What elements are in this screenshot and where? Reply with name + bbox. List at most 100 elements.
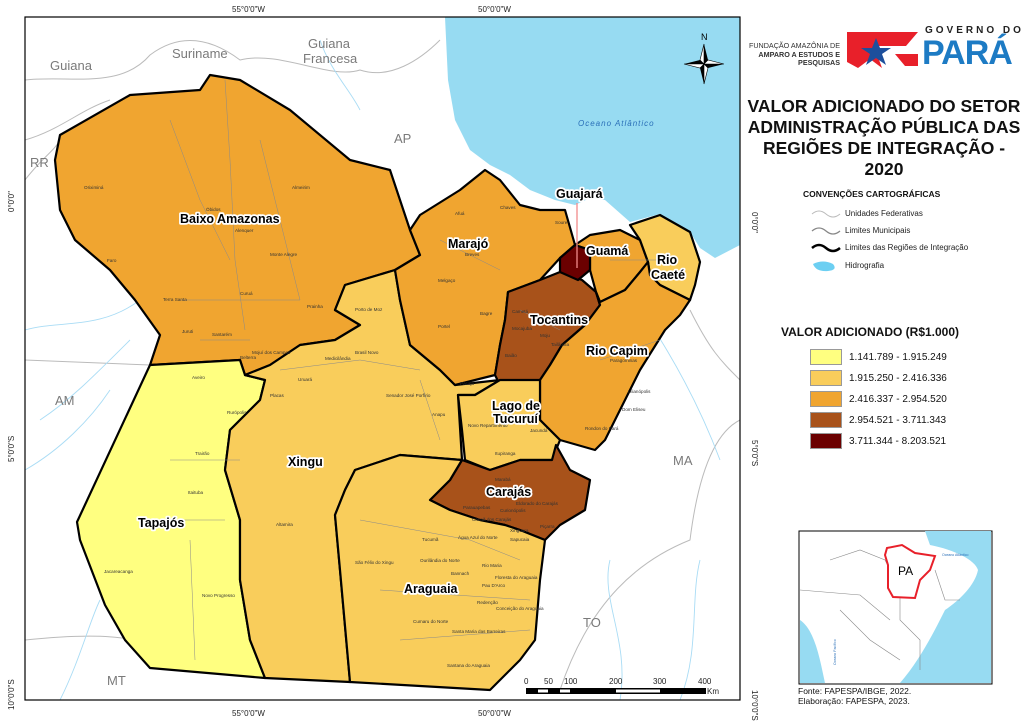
north-arrow-icon: N bbox=[683, 32, 725, 85]
legend-label: 2.954.521 - 3.711.343 bbox=[849, 414, 947, 426]
region-label-rio-caete-1: Rio bbox=[657, 253, 678, 267]
governo-do-label: GOVERNO DO bbox=[925, 25, 1024, 36]
region-label-baixo-amazonas: Baixo Amazonas bbox=[180, 212, 280, 226]
label-guiana-francesa-1: Guiana bbox=[308, 36, 351, 51]
municipality-label: Tailândia bbox=[551, 342, 570, 347]
label-mt: MT bbox=[107, 673, 126, 688]
municipality-label: Soure bbox=[555, 220, 568, 225]
hydrography-symbol bbox=[813, 261, 835, 272]
municipality-label: Terra Santa bbox=[163, 297, 187, 302]
municipality-label: Breves bbox=[465, 252, 480, 257]
municipality-label: Brasil Novo bbox=[355, 350, 379, 355]
municipality-label: Ulianópolis bbox=[628, 389, 651, 394]
fapespa-line-1: FUNDAÇÃO AMAZÔNIA DE bbox=[748, 41, 840, 50]
municipality-label: Afuá bbox=[455, 211, 465, 216]
legend-label: 3.711.344 - 8.203.521 bbox=[849, 435, 947, 447]
region-label-guajara: Guajará bbox=[556, 187, 603, 201]
municipality-label: Melgaço bbox=[438, 278, 456, 283]
source-note: Fonte: FAPESPA/IBGE, 2022. Elaboração: F… bbox=[798, 686, 911, 706]
municipality-label: Tucumã bbox=[422, 537, 439, 542]
municipality-label: Floresta do Araguaia bbox=[495, 575, 538, 580]
inset-map: PA Oceano Atlântico Oceano Pacífico bbox=[798, 530, 993, 685]
municipality-label: Faro bbox=[107, 258, 117, 263]
municipality-label: Sapucaia bbox=[510, 537, 530, 542]
convention-region-limits: Limites das Regiões de Integração bbox=[845, 243, 969, 252]
inset-ocean-pacific: Oceano Pacífico bbox=[833, 639, 837, 665]
region-label-araguaia: Araguaia bbox=[404, 582, 459, 596]
municipality-label: Novo Repartimento bbox=[468, 423, 508, 428]
municipality-label: Itupiranga bbox=[495, 451, 516, 456]
coord-top-50w: 50°0'0"W bbox=[478, 5, 511, 14]
municipality-label: Jacareacanga bbox=[104, 569, 133, 574]
label-ma: MA bbox=[673, 453, 693, 468]
label-guiana-francesa-2: Francesa bbox=[303, 51, 358, 66]
fapespa-line-2: AMPARO A ESTUDOS E bbox=[758, 49, 840, 59]
municipality-label: Canaã dos Carajás bbox=[472, 517, 512, 522]
north-label: N bbox=[701, 32, 708, 42]
municipality-label: Mojuí dos Campos bbox=[252, 350, 291, 355]
municipality-label: Rio Maria bbox=[482, 563, 502, 568]
legend-swatch bbox=[810, 412, 842, 428]
municipality-label: Parauapebas bbox=[463, 505, 491, 510]
municipal-limits-symbol bbox=[811, 227, 841, 235]
elaboration-line: Elaboração: FAPESPA, 2023. bbox=[798, 696, 910, 706]
legend-label: 2.416.337 - 2.954.520 bbox=[849, 393, 947, 405]
municipality-label: Pau D'Arco bbox=[482, 583, 506, 588]
title-line-3: REGIÕES DE INTEGRAÇÃO - 2020 bbox=[762, 138, 1006, 179]
hydrography bbox=[24, 39, 721, 701]
legend-item: 3.711.344 - 8.203.521 bbox=[810, 433, 946, 449]
municipality-label: Água Azul do Norte bbox=[458, 534, 498, 540]
convention-federative-units: Unidades Federativas bbox=[845, 209, 923, 218]
region-guajara[interactable] bbox=[558, 243, 592, 282]
municipality-label: Porto de Moz bbox=[355, 307, 383, 312]
label-am: AM bbox=[55, 393, 75, 408]
municipality-label: Piçarra bbox=[540, 524, 555, 529]
municipality-label: Prainha bbox=[307, 304, 323, 309]
municipal-limits bbox=[165, 79, 661, 661]
scale-bar: 0 50 100 200 300 400 Km bbox=[524, 677, 719, 696]
coord-right-10s: 10°0'0"S bbox=[750, 690, 759, 721]
title-line-2: ADMINISTRAÇÃO PÚBLICA DAS bbox=[747, 117, 1021, 137]
legend-title: VALOR ADICIONADO (R$1.000) bbox=[781, 325, 960, 339]
municipality-labels: Oriximiná Óbidos Alenquer Almeirim Faro … bbox=[84, 185, 651, 668]
municipality-label: São Félix do Xingu bbox=[355, 560, 394, 565]
region-label-xingu: Xingu bbox=[288, 455, 323, 469]
legend-item: 1.141.789 - 1.915.249 bbox=[810, 349, 947, 365]
municipality-label: Curuá bbox=[240, 291, 253, 296]
label-to: TO bbox=[583, 615, 601, 630]
regions-layer bbox=[53, 73, 702, 692]
region-rio-capim[interactable] bbox=[538, 260, 692, 452]
neighbor-labels: Guiana Suriname Guiana Francesa AP RR AM… bbox=[30, 36, 693, 688]
scale-tick: 50 bbox=[544, 677, 553, 686]
municipality-label: Belterra bbox=[240, 355, 257, 360]
municipality-label: Juruti bbox=[182, 329, 193, 334]
legend-item: 2.954.521 - 3.711.343 bbox=[810, 412, 946, 428]
municipality-label: Marabá bbox=[495, 477, 511, 482]
region-label-tocantins: Tocantins bbox=[530, 313, 588, 327]
legend-label: 1.141.789 - 1.915.249 bbox=[849, 351, 947, 363]
convention-municipal-limits: Limites Municipais bbox=[845, 226, 911, 235]
conventions-symbols bbox=[811, 210, 841, 272]
municipality-label: Portel bbox=[438, 324, 450, 329]
region-label-marajo: Marajó bbox=[448, 237, 489, 251]
inset-ocean-atlantic: Oceano Atlântico bbox=[942, 553, 969, 557]
municipality-label: Trairão bbox=[195, 451, 210, 456]
region-araguaia[interactable] bbox=[333, 453, 547, 692]
municipality-label: Novo Progresso bbox=[202, 593, 235, 598]
municipality-label: Monte Alegre bbox=[270, 252, 298, 257]
municipality-label: Oriximiná bbox=[84, 185, 104, 190]
municipality-label: Anapu bbox=[432, 412, 446, 417]
municipality-label: Itaituba bbox=[188, 490, 204, 495]
municipality-label: Santarém bbox=[212, 332, 232, 337]
neighbor-boundaries bbox=[24, 39, 741, 691]
federative-units-symbol bbox=[811, 210, 841, 218]
municipality-label: Xinguara bbox=[510, 528, 529, 533]
scale-tick: 200 bbox=[609, 677, 623, 686]
scale-tick: 100 bbox=[564, 677, 578, 686]
region-label-tapajos: Tapajós bbox=[138, 516, 184, 530]
convention-hydrography: Hidrografia bbox=[845, 261, 885, 270]
inset-pa-label: PA bbox=[898, 564, 913, 578]
scale-tick: 400 bbox=[698, 677, 712, 686]
municipality-label: Rurópolis bbox=[227, 410, 247, 415]
legend-swatch bbox=[810, 370, 842, 386]
